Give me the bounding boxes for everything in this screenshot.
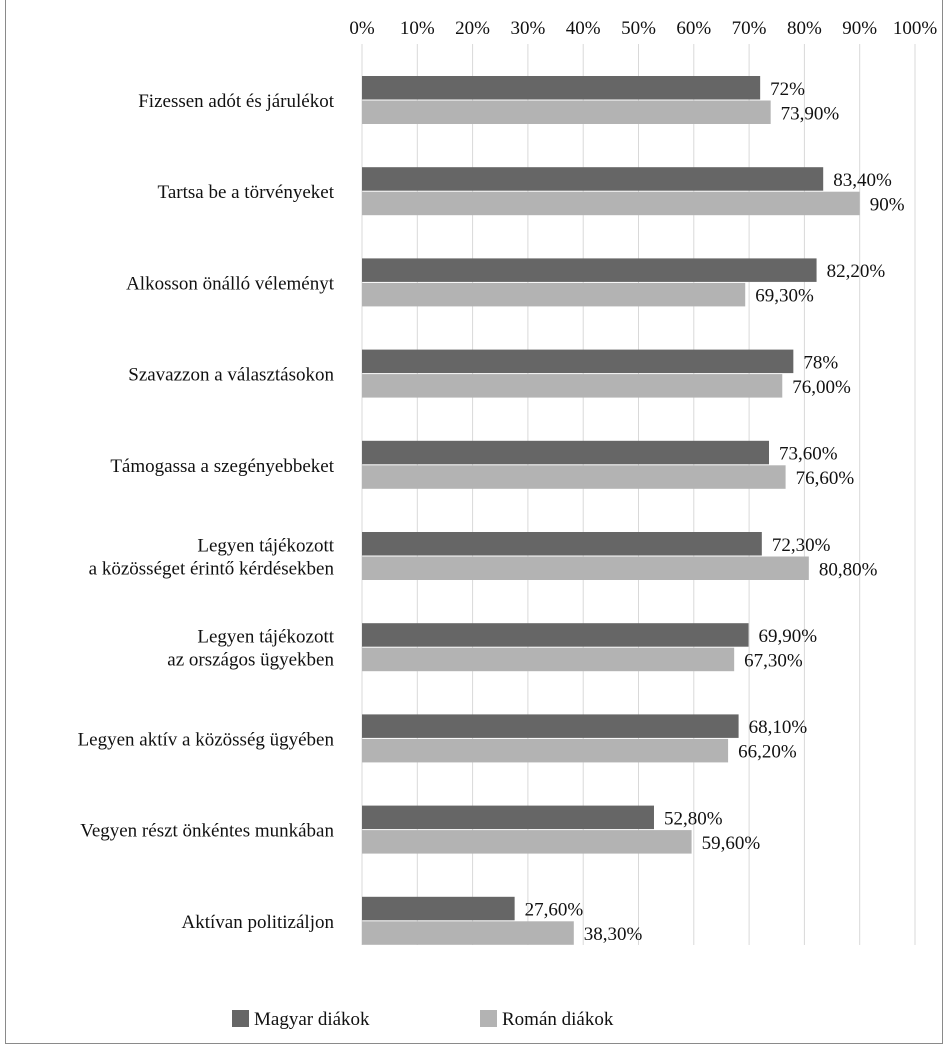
category-label: Tartsa be a törvényeket bbox=[158, 182, 335, 203]
category-label: Aktívan politizáljon bbox=[181, 912, 334, 933]
category-label: Támogassa a szegényebbeket bbox=[110, 456, 334, 477]
bar bbox=[362, 440, 770, 465]
bar bbox=[362, 556, 809, 580]
category-label: Szavazzon a választásokon bbox=[128, 365, 334, 386]
data-labels: 72% 73,90% 83,40% 90% 82,20% 69,30% 78% 76,00% 7… bbox=[525, 79, 905, 945]
x-tick-label: 10% bbox=[400, 18, 435, 39]
data-label: 69,90% bbox=[759, 626, 818, 647]
bar bbox=[362, 830, 692, 854]
bar bbox=[362, 921, 574, 945]
data-label: 59,60% bbox=[702, 833, 761, 854]
category-label: a közösséget érintő kérdésekben bbox=[89, 559, 335, 580]
data-label: 73,90% bbox=[781, 103, 840, 124]
data-label: 76,60% bbox=[796, 468, 855, 489]
data-label: 72,30% bbox=[772, 535, 831, 556]
category-label: Legyen aktív a közösség ügyében bbox=[78, 729, 335, 750]
bar bbox=[362, 374, 783, 398]
data-label: 52,80% bbox=[664, 808, 723, 829]
legend: Magyar diákok Román diákok bbox=[232, 1009, 614, 1030]
bar bbox=[362, 465, 786, 489]
x-tick-label: 100% bbox=[893, 18, 938, 39]
bar bbox=[362, 714, 739, 738]
data-label: 27,60% bbox=[525, 900, 584, 921]
bar bbox=[362, 100, 771, 124]
data-label: 72% bbox=[770, 79, 805, 100]
x-tick-label: 80% bbox=[787, 18, 822, 39]
category-label: Vegyen részt önkéntes munkában bbox=[80, 821, 334, 842]
data-label: 76,00% bbox=[792, 377, 851, 398]
x-tick-label: 0% bbox=[349, 18, 375, 39]
bar bbox=[362, 623, 749, 647]
x-tick-label: 30% bbox=[510, 18, 545, 39]
x-tick-label: 60% bbox=[676, 18, 711, 39]
bar bbox=[362, 191, 860, 216]
category-label: az országos ügyekben bbox=[167, 650, 334, 671]
legend-swatch bbox=[232, 1010, 249, 1027]
bar bbox=[362, 738, 729, 763]
data-label: 80,80% bbox=[819, 559, 878, 580]
x-tick-label: 90% bbox=[842, 18, 877, 39]
data-label: 69,30% bbox=[755, 286, 814, 307]
category-label: Legyen tájékozott bbox=[197, 536, 334, 557]
bar bbox=[362, 349, 794, 374]
data-label: 78% bbox=[803, 352, 838, 373]
bar bbox=[362, 282, 746, 307]
data-label: 68,10% bbox=[749, 717, 808, 738]
data-label: 67,30% bbox=[744, 650, 803, 671]
bar bbox=[362, 805, 654, 830]
data-label: 73,60% bbox=[779, 444, 838, 465]
data-label: 66,20% bbox=[738, 742, 797, 763]
category-label: Alkosson önálló véleményt bbox=[126, 273, 335, 294]
bar bbox=[362, 76, 761, 100]
data-label: 90% bbox=[870, 194, 905, 215]
x-tick-label: 20% bbox=[455, 18, 490, 39]
bar bbox=[362, 647, 735, 672]
legend-swatch bbox=[480, 1010, 497, 1027]
category-label: Legyen tájékozott bbox=[197, 627, 334, 648]
bars bbox=[362, 76, 860, 945]
x-tick-label: 40% bbox=[566, 18, 601, 39]
data-label: 38,30% bbox=[584, 924, 643, 945]
data-label: 82,20% bbox=[827, 261, 886, 282]
bar bbox=[362, 532, 762, 556]
bar bbox=[362, 896, 515, 921]
x-tick-label: 50% bbox=[621, 18, 656, 39]
bar bbox=[362, 258, 817, 282]
legend-label: Román diákok bbox=[502, 1009, 614, 1030]
bar bbox=[362, 167, 824, 191]
legend-label: Magyar diákok bbox=[254, 1009, 370, 1030]
category-label: Fizessen adót és járulékot bbox=[138, 91, 334, 112]
x-axis-ticks: 0% 10% 20% 30% 40% 50% 60% 70% 80% 90% 100% bbox=[349, 18, 937, 39]
data-label: 83,40% bbox=[833, 170, 892, 191]
category-labels: Fizessen adót és járulékot Tartsa be a tö… bbox=[78, 91, 335, 933]
x-tick-label: 70% bbox=[732, 18, 767, 39]
